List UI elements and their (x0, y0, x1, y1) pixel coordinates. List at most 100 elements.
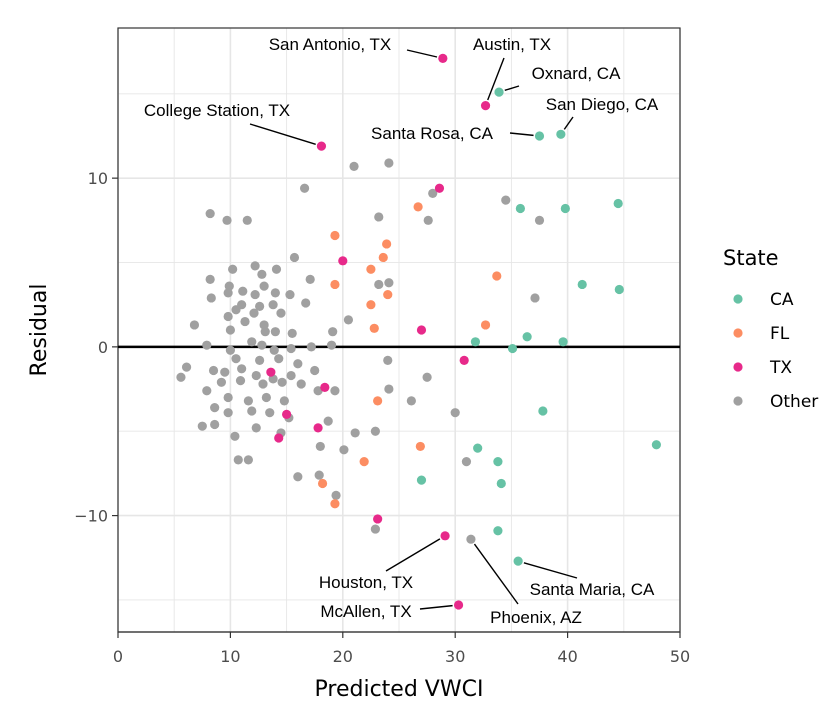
y-axis: −10 0 10 (74, 169, 118, 526)
data-point-other (223, 288, 233, 298)
data-point-other (350, 428, 360, 438)
data-point-other (235, 376, 246, 386)
y-tick-label: −10 (74, 507, 108, 526)
legend-title: State (723, 246, 779, 270)
data-point-fl (413, 202, 423, 212)
data-point-other (216, 377, 227, 387)
annotation-leader-line (523, 562, 578, 579)
data-point-other (384, 158, 394, 168)
data-point-ca (493, 456, 503, 467)
data-point-other (208, 365, 219, 376)
data-point-other (257, 269, 267, 279)
data-point-other (315, 441, 325, 452)
data-point-tx (274, 433, 284, 443)
data-point-other (285, 289, 295, 300)
annotations: San Antonio, TX Austin, TX Oxnard, CA San D… (144, 35, 659, 627)
data-point-other (271, 264, 282, 274)
data-point-other (255, 301, 265, 311)
data-point-fl (378, 252, 388, 263)
data-point-other (205, 274, 215, 284)
data-point-other (279, 396, 289, 406)
data-point-other (261, 392, 271, 403)
data-point-other (314, 470, 324, 480)
data-point-other (370, 524, 380, 534)
data-point-fl (492, 271, 502, 281)
data-point-other (450, 408, 460, 418)
data-point-tx (434, 183, 445, 193)
data-point-other (205, 208, 215, 219)
data-point-other (293, 359, 303, 369)
x-axis: 0 10 20 30 40 50 (113, 631, 690, 666)
data-point-other (243, 455, 253, 465)
annotation-label: San Antonio, TX (269, 35, 392, 54)
data-point-ca (538, 406, 548, 416)
data-point-other (422, 372, 432, 382)
data-point-tx (320, 382, 330, 392)
annotation-label: McAllen, TX (320, 602, 411, 621)
data-point-other (238, 286, 248, 296)
data-point-ca (416, 475, 427, 485)
data-point-other (270, 327, 280, 337)
data-point-other (461, 456, 472, 467)
data-point-other (289, 252, 300, 263)
data-point-other (251, 423, 261, 433)
data-point-fl (382, 239, 392, 249)
data-point-other (299, 183, 310, 193)
data-point-tx (266, 367, 276, 377)
data-point-other (423, 215, 433, 225)
data-points (176, 53, 661, 610)
data-point-other (323, 416, 333, 426)
data-point-tx (480, 101, 491, 111)
data-point-other (383, 355, 393, 365)
data-point-tx (440, 531, 450, 541)
data-point-other (225, 345, 235, 355)
data-point-other (339, 445, 349, 455)
annotation-leader-line (406, 49, 438, 58)
y-axis-title: Residual (27, 284, 52, 377)
data-point-fl (366, 300, 376, 310)
data-point-other (501, 195, 511, 205)
data-point-other (330, 386, 340, 396)
data-point-other (228, 264, 238, 274)
data-point-other (240, 316, 250, 327)
data-point-other (287, 328, 297, 338)
data-point-other (233, 455, 243, 465)
data-point-tx (438, 53, 448, 63)
data-point-other (231, 354, 241, 364)
data-point-other (349, 161, 359, 171)
data-point-fl (330, 279, 340, 290)
annotation-label: Austin, TX (473, 35, 551, 54)
data-point-other (310, 365, 320, 376)
data-point-ca (613, 198, 623, 209)
data-point-other (258, 379, 268, 389)
data-point-other (257, 340, 267, 350)
data-point-other (225, 325, 235, 335)
annotation-label: San Diego, CA (546, 95, 659, 114)
annotation-leader-line (385, 538, 441, 572)
data-point-other (202, 386, 212, 396)
data-point-other (326, 340, 337, 350)
legend-key-fl (733, 328, 743, 338)
data-point-ca (494, 87, 504, 97)
data-point-other (534, 215, 545, 225)
data-point-tx (316, 141, 327, 151)
data-point-tx (282, 409, 292, 419)
data-point-other (181, 362, 192, 372)
data-point-other (247, 406, 257, 416)
data-point-fl (383, 289, 393, 300)
data-point-ca (473, 443, 483, 453)
data-point-other (243, 396, 253, 406)
data-point-fl (366, 264, 376, 274)
data-point-other (384, 278, 394, 288)
legend-key-tx (733, 362, 743, 372)
x-axis-title: Predicted VWCI (315, 677, 484, 702)
data-point-other (328, 327, 338, 337)
x-tick-label: 50 (670, 647, 690, 666)
legend-label-other: Other (770, 392, 818, 412)
data-point-other (231, 305, 241, 315)
data-point-other (286, 370, 296, 381)
data-point-other (286, 343, 296, 354)
x-tick-label: 30 (445, 647, 465, 666)
data-point-other (210, 419, 220, 430)
